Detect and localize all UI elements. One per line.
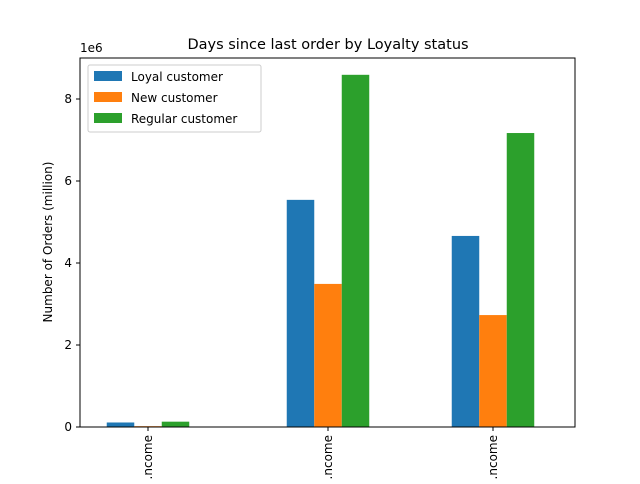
bar-new-customer-1	[314, 283, 342, 427]
legend-swatch	[94, 71, 122, 81]
bar-regular-customer-0	[161, 421, 190, 427]
bar-regular-customer-1	[341, 74, 370, 427]
y-tick-label: 8	[64, 92, 72, 106]
bar-regular-customer-2	[506, 133, 535, 427]
legend-label: Loyal customer	[131, 70, 223, 84]
bars-group	[106, 74, 535, 427]
plot-frame	[79, 57, 576, 428]
y-tick-label: 4	[64, 256, 72, 270]
bar-loyal-customer-0	[106, 422, 135, 427]
y-axis-offset-label: 1e6	[80, 41, 103, 55]
legend: Loyal customer New customer Regular custom…	[87, 64, 262, 133]
legend-swatch	[94, 92, 122, 102]
x-tick-label: …ncome	[141, 435, 155, 480]
x-axis: …ncome …ncome …ncome	[141, 427, 500, 484]
legend-label: Regular customer	[131, 112, 237, 126]
y-tick-label: 2	[64, 338, 72, 352]
bar-loyal-customer-2	[451, 235, 480, 427]
x-tick-label: …ncome	[321, 435, 335, 480]
bar-loyal-customer-1	[286, 199, 315, 427]
y-tick-label: 6	[64, 174, 72, 188]
y-axis-label: Number of Orders (million)	[41, 162, 55, 323]
legend-label: New customer	[131, 91, 218, 105]
bar-new-customer-2	[479, 315, 507, 427]
x-tick-label: …ncome	[486, 435, 500, 480]
legend-swatch	[94, 113, 122, 123]
legend-box	[87, 64, 262, 133]
y-tick-label: 0	[64, 420, 72, 434]
y-axis: 0 2 4 6 8	[64, 92, 80, 434]
chart-title: Days since last order by Loyalty status	[187, 37, 468, 53]
